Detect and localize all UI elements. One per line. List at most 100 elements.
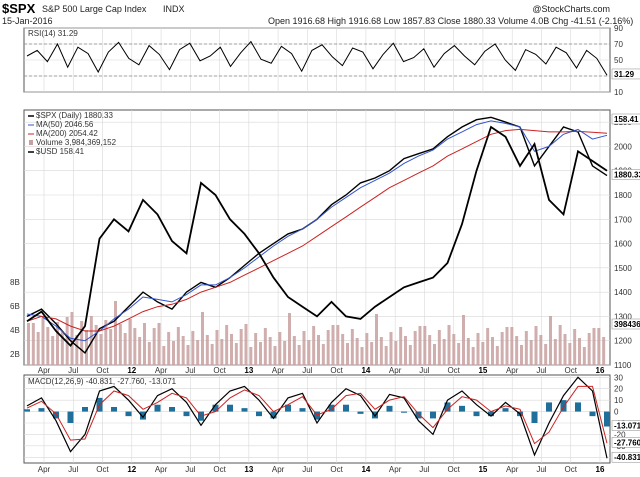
volume-bar xyxy=(355,338,359,365)
volume-y-tick-label: 2B xyxy=(10,350,20,359)
macd-x-tick-label: 13 xyxy=(244,465,253,474)
macd-histogram-bar xyxy=(473,411,480,417)
volume-bar xyxy=(123,333,127,365)
volume-bar xyxy=(191,331,195,365)
macd-histogram-bar xyxy=(125,411,132,417)
macd-histogram-bar xyxy=(169,407,175,412)
volume-bar xyxy=(442,339,446,365)
volume-bar xyxy=(592,328,596,365)
quote-summary: Open 1916.68 High 1916.68 Low 1857.83 Cl… xyxy=(268,16,633,26)
volume-bar xyxy=(597,328,601,365)
volume-bar xyxy=(225,325,229,365)
volume-bar xyxy=(481,342,485,365)
volume-bar xyxy=(447,325,451,365)
macd-y-tick-label: 20 xyxy=(614,385,623,394)
volume-bar xyxy=(423,326,427,365)
volume-bar xyxy=(99,334,103,365)
macd-x-tick-label: 12 xyxy=(127,465,136,474)
price-x-tick-label: Jul xyxy=(185,366,195,375)
macd-y-tick-label: 30 xyxy=(614,373,623,382)
volume-bar xyxy=(413,331,417,365)
macd-histogram-bar xyxy=(270,411,277,419)
macd-x-tick-label: Apr xyxy=(155,465,168,474)
volume-bar xyxy=(317,335,320,365)
volume-bar xyxy=(104,320,108,365)
rsi-last-value-box xyxy=(611,68,640,80)
macd-histogram-bar xyxy=(531,411,538,423)
price-y-tick-label: 1800 xyxy=(614,191,632,200)
macd-x-tick-label: 16 xyxy=(596,465,605,474)
volume-legend: Volume 3,984,369,152 xyxy=(36,138,117,147)
index-name: S&P 500 Large Cap Index xyxy=(42,4,147,14)
volume-bar xyxy=(462,315,465,365)
macd-x-tick-label: Oct xyxy=(565,465,578,474)
rsi-y-tick-label: 50 xyxy=(614,56,623,65)
volume-bar xyxy=(118,324,122,365)
rsi-legend: RSI(14) 31.29 xyxy=(28,29,78,38)
macd-histogram-bar xyxy=(444,402,451,412)
volume-bar xyxy=(471,347,475,365)
price-x-tick-label: 13 xyxy=(244,366,253,375)
macd-histogram-bar xyxy=(502,408,509,412)
spx-last-value-box xyxy=(611,169,640,180)
price-x-tick-label: Apr xyxy=(506,366,519,375)
ma50-line xyxy=(26,120,608,342)
price-y-tick-label: 1700 xyxy=(614,215,632,224)
volume-bar xyxy=(495,346,499,365)
ma200-line xyxy=(26,128,608,332)
date-label: 15-Jan-2016 xyxy=(2,16,53,26)
volume-bar xyxy=(46,327,50,365)
volume-bar xyxy=(346,343,349,365)
price-y-tick-label: 1100 xyxy=(614,361,632,370)
macd-signal-line xyxy=(26,385,608,445)
volume-bar xyxy=(292,336,296,365)
volume-bar xyxy=(491,337,494,365)
volume-bar xyxy=(326,330,330,365)
macd-x-tick-label: Apr xyxy=(389,465,402,474)
volume-bar xyxy=(36,332,40,365)
symbol: $SPX xyxy=(2,1,36,16)
volume-bar xyxy=(249,347,253,365)
volume-bar xyxy=(452,334,456,365)
volume-bar xyxy=(239,329,243,365)
volume-bar xyxy=(437,330,441,365)
ma50-legend: MA(50) 2046.56 xyxy=(36,120,94,129)
volume-bar xyxy=(365,333,369,365)
macd-histogram-bar xyxy=(82,407,88,412)
volume-bar xyxy=(152,328,156,365)
macd-histogram-bar xyxy=(67,411,74,423)
macd-hist-last-value-box xyxy=(611,420,640,431)
volume-bar xyxy=(230,334,233,365)
volume-bar xyxy=(268,337,272,365)
macd-last-value-box xyxy=(611,451,640,463)
volume-bar xyxy=(176,327,180,365)
volume-bar xyxy=(60,331,64,365)
volume-bar xyxy=(259,342,262,365)
volume-bar xyxy=(288,313,291,365)
volume-bar xyxy=(138,337,142,365)
usd-line xyxy=(26,125,608,347)
volume-bar xyxy=(89,316,93,365)
volume-bar xyxy=(297,345,301,365)
volume-bar xyxy=(215,330,219,365)
volume-bar xyxy=(568,343,572,365)
macd-histogram-bar xyxy=(299,408,306,412)
price-x-tick-label: 16 xyxy=(596,366,605,375)
macd-y-tick-label: -20 xyxy=(614,430,626,439)
macd-histogram-bar xyxy=(111,407,117,412)
volume-bar xyxy=(321,344,325,365)
watermark: @StockCharts.com xyxy=(532,4,610,14)
volume-bar xyxy=(399,327,403,365)
price-x-tick-label: Apr xyxy=(155,366,168,375)
volume-bar xyxy=(56,322,59,365)
macd-y-tick-label: 0 xyxy=(614,408,619,417)
volume-last-value-box xyxy=(611,318,640,330)
volume-bar xyxy=(273,346,277,365)
volume-bar xyxy=(370,342,374,365)
volume-bar xyxy=(510,327,514,365)
rsi-line xyxy=(26,40,608,76)
volume-bar xyxy=(529,340,533,365)
spx-last-value: 1880.33 xyxy=(614,170,640,179)
volume-bar xyxy=(563,334,567,365)
